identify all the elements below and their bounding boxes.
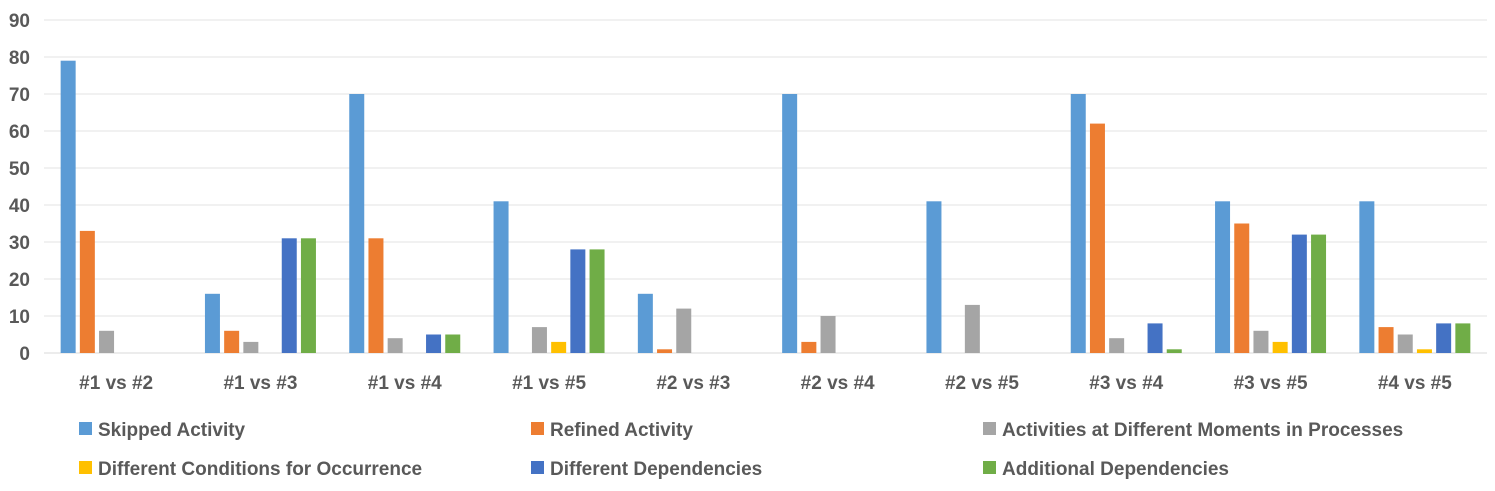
bar xyxy=(1416,349,1432,353)
x-tick-label: #2 vs #4 xyxy=(801,373,875,394)
x-tick-label: #4 vs #5 xyxy=(1378,373,1452,394)
bar xyxy=(281,238,297,353)
bar xyxy=(1311,234,1327,353)
bar xyxy=(1272,341,1288,353)
bar xyxy=(589,249,605,353)
bar xyxy=(368,238,384,353)
bar xyxy=(1089,123,1105,353)
bar xyxy=(782,94,798,353)
x-tick-label: #1 vs #3 xyxy=(223,373,297,394)
y-tick-label: 0 xyxy=(19,344,30,365)
y-tick-label: 90 xyxy=(9,11,30,32)
bar xyxy=(1397,334,1413,353)
x-axis: #1 vs #2 #1 vs #3 #1 vs #4 #1 vs #5 #2 vs #3… xyxy=(79,373,1452,394)
legend-label: Different Dependencies xyxy=(550,459,762,480)
bar xyxy=(570,249,586,353)
bar xyxy=(493,201,509,353)
legend-swatch xyxy=(983,461,996,474)
legend-label: Refined Activity xyxy=(550,420,693,441)
legend: Skipped Activity Refined Activity Activiti… xyxy=(79,420,1403,480)
legend-label: Activities at Different Moments in Proce… xyxy=(1002,420,1403,441)
bar xyxy=(531,327,547,353)
x-tick-label: #1 vs #5 xyxy=(512,373,586,394)
bar xyxy=(1291,234,1307,353)
y-tick-label: 50 xyxy=(9,159,30,180)
bar xyxy=(300,238,316,353)
x-tick-label: #2 vs #5 xyxy=(945,373,1019,394)
y-tick-label: 20 xyxy=(9,270,30,291)
bar xyxy=(551,341,567,353)
bar xyxy=(1253,330,1269,353)
legend-swatch xyxy=(79,422,92,435)
bar xyxy=(387,338,403,353)
x-tick-label: #1 vs #2 xyxy=(79,373,153,394)
y-tick-label: 10 xyxy=(9,307,30,328)
legend-swatch xyxy=(531,422,544,435)
bar xyxy=(204,293,220,353)
bar xyxy=(1070,94,1086,353)
bar xyxy=(243,341,259,353)
y-tick-label: 80 xyxy=(9,48,30,69)
bar xyxy=(79,230,95,353)
legend-swatch xyxy=(983,422,996,435)
bar xyxy=(676,308,692,353)
x-tick-label: #3 vs #4 xyxy=(1089,373,1163,394)
bar xyxy=(820,316,836,353)
y-tick-label: 30 xyxy=(9,233,30,254)
y-axis: 0 10 20 30 40 50 60 70 80 90 xyxy=(9,11,30,365)
bar xyxy=(99,330,115,353)
bar xyxy=(964,304,980,353)
bar xyxy=(657,349,673,353)
legend-label: Different Conditions for Occurrence xyxy=(98,459,422,480)
bar xyxy=(349,94,365,353)
bar xyxy=(1215,201,1231,353)
bar xyxy=(1436,323,1452,353)
y-tick-label: 40 xyxy=(9,196,30,217)
x-tick-label: #3 vs #5 xyxy=(1234,373,1308,394)
bar xyxy=(445,334,461,353)
bar xyxy=(801,341,817,353)
bar xyxy=(60,60,76,353)
legend-label: Additional Dependencies xyxy=(1002,459,1229,480)
bar xyxy=(1147,323,1163,353)
bar xyxy=(1166,349,1182,353)
x-tick-label: #1 vs #4 xyxy=(368,373,442,394)
bar xyxy=(1109,338,1125,353)
bar xyxy=(637,293,653,353)
bar xyxy=(426,334,442,353)
bar xyxy=(926,201,942,353)
bar xyxy=(1378,327,1394,353)
x-tick-label: #2 vs #3 xyxy=(656,373,730,394)
legend-swatch xyxy=(531,461,544,474)
legend-label: Skipped Activity xyxy=(98,420,246,441)
y-tick-label: 70 xyxy=(9,85,30,106)
bar xyxy=(1455,323,1471,353)
bar xyxy=(224,330,240,353)
bars xyxy=(60,60,1471,353)
y-tick-label: 60 xyxy=(9,122,30,143)
bar xyxy=(1234,223,1250,353)
legend-swatch xyxy=(79,461,92,474)
gridlines xyxy=(44,19,1487,354)
bar xyxy=(1359,201,1375,353)
